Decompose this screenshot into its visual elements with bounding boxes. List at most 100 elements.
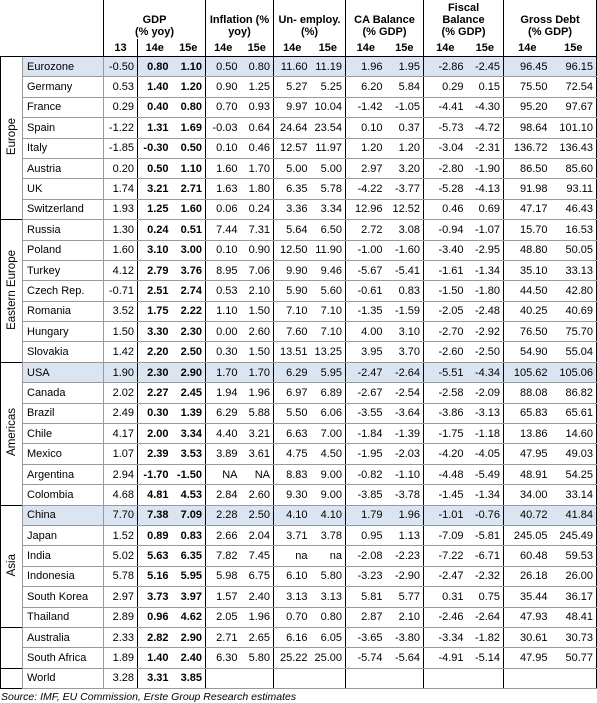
country-cell: Chile — [22, 423, 104, 445]
value-cell: 6.29 — [205, 403, 241, 425]
value-cell: 1.20 — [345, 138, 386, 159]
value-cell: 72.54 — [550, 76, 597, 98]
value-cell — [423, 667, 467, 690]
value-cell: 1.57 — [205, 586, 241, 608]
value-cell: 2.22 — [171, 301, 206, 323]
value-cell: 0.80 — [171, 97, 206, 119]
value-cell: 1.95 — [385, 55, 425, 78]
value-cell: 0.93 — [240, 97, 274, 119]
value-cell: 10.04 — [310, 97, 347, 119]
value-cell: 40.72 — [503, 504, 551, 526]
value-cell: 2.30 — [171, 321, 206, 343]
value-cell: -0.03 — [205, 117, 241, 139]
group-header-line: (% GDP) — [441, 26, 486, 38]
value-cell: 12.52 — [385, 199, 425, 221]
header-corner — [0, 0, 104, 39]
value-cell: -4.22 — [345, 178, 386, 200]
value-cell: 59.53 — [550, 545, 597, 567]
value-cell: 50.77 — [550, 647, 597, 669]
value-cell: -5.14 — [466, 647, 505, 669]
value-cell: 7.10 — [273, 301, 311, 323]
value-cell: 0.53 — [103, 76, 138, 98]
table-row: Argentina 2.94 -1.70 -1.50 NA NA 8.83 9.00 -0.82… — [1, 464, 597, 486]
country-cell: Canada — [22, 382, 104, 404]
value-cell: 3.08 — [385, 219, 425, 241]
group-header: Gross Debt (% GDP) — [503, 0, 597, 39]
value-cell: 55.04 — [550, 341, 597, 363]
value-cell: 0.80 — [137, 55, 172, 78]
value-cell: 105.62 — [503, 361, 551, 384]
value-cell: 1.40 — [137, 76, 172, 98]
value-cell: -0.94 — [423, 219, 467, 241]
value-cell: 2.49 — [103, 403, 138, 425]
value-cell: 6.89 — [310, 382, 347, 404]
group-header-line: Fiscal — [447, 2, 480, 14]
value-cell: 42.80 — [550, 280, 597, 302]
value-cell: 4.00 — [345, 321, 386, 343]
country-cell: Russia — [22, 219, 104, 241]
value-cell: -3.34 — [423, 626, 467, 649]
value-cell: 95.20 — [503, 97, 551, 119]
value-cell: 75.70 — [550, 321, 597, 343]
value-cell: 5.02 — [103, 545, 138, 567]
value-cell: 11.60 — [273, 55, 311, 78]
value-cell: -0.76 — [466, 504, 505, 526]
value-cell: 0.24 — [137, 219, 172, 241]
value-cell: 2.51 — [137, 280, 172, 302]
value-cell: 65.83 — [503, 403, 551, 425]
value-cell: 3.34 — [171, 423, 206, 445]
region-cell: Asia — [0, 504, 23, 628]
value-cell: 2.65 — [240, 626, 274, 649]
value-cell: 35.44 — [503, 586, 551, 608]
value-cell: 5.16 — [137, 566, 172, 588]
year-header: 15e — [240, 39, 274, 57]
table-row: France 0.29 0.40 0.80 0.70 0.93 9.97 10.04 -1.42… — [1, 97, 597, 119]
value-cell: -1.50 — [423, 280, 467, 302]
table-row: UK 1.74 3.21 2.71 1.63 1.80 6.35 5.78 -4.22 -3.77… — [1, 178, 597, 200]
value-cell: 7.45 — [240, 545, 274, 567]
country-cell: Indonesia — [22, 566, 104, 588]
value-cell: -2.09 — [466, 382, 505, 404]
region-cell: Europe — [0, 55, 23, 220]
value-cell: -6.71 — [466, 545, 505, 567]
value-cell: 11.97 — [310, 138, 347, 159]
value-cell: -1.39 — [385, 423, 425, 445]
value-cell: 2.50 — [240, 504, 274, 526]
value-cell: 47.93 — [503, 607, 551, 628]
value-cell: 54.90 — [503, 341, 551, 363]
value-cell: -5.74 — [345, 647, 386, 669]
value-cell: 4.10 — [310, 504, 347, 526]
value-cell: 7.60 — [273, 321, 311, 343]
value-cell: -2.46 — [423, 607, 467, 628]
value-cell: 3.76 — [171, 260, 206, 282]
value-cell: -1.00 — [345, 240, 386, 261]
value-cell: -0.82 — [345, 464, 386, 486]
country-cell: Thailand — [22, 607, 104, 628]
value-cell: 105.06 — [550, 361, 597, 384]
value-cell: 0.70 — [205, 97, 241, 119]
value-cell: 5.98 — [205, 566, 241, 588]
value-cell: 97.67 — [550, 97, 597, 119]
table-row: Eastern Europe Russia 1.30 0.24 0.51 7.44 7.31… — [0, 219, 597, 363]
value-cell: 1.96 — [240, 382, 274, 404]
group-header-line: (% GDP) — [528, 26, 573, 38]
table-row: Spain -1.22 1.31 1.69 -0.03 0.64 24.64 23.54 0.1… — [1, 117, 597, 139]
value-cell: 0.50 — [205, 55, 241, 78]
country-cell: Turkey — [22, 260, 104, 282]
value-cell: -4.72 — [466, 117, 505, 139]
value-cell: 6.75 — [240, 566, 274, 588]
value-cell: 96.15 — [550, 55, 597, 78]
table-row: Italy -1.85 -0.30 0.50 0.10 0.46 12.57 11.97 1.2… — [1, 138, 597, 159]
value-cell — [240, 667, 274, 690]
value-cell: 0.00 — [205, 321, 241, 343]
value-cell: 91.98 — [503, 178, 551, 200]
region-cell: Eastern Europe — [0, 219, 23, 363]
value-cell: -1.80 — [466, 280, 505, 302]
country-cell: UK — [22, 178, 104, 200]
value-cell: 2.28 — [205, 504, 241, 526]
value-cell: 5.80 — [240, 647, 274, 669]
value-cell: 8.95 — [205, 260, 241, 282]
value-cell: 2.71 — [205, 626, 241, 649]
value-cell: 5.77 — [385, 586, 425, 608]
value-cell: 0.10 — [345, 117, 386, 139]
